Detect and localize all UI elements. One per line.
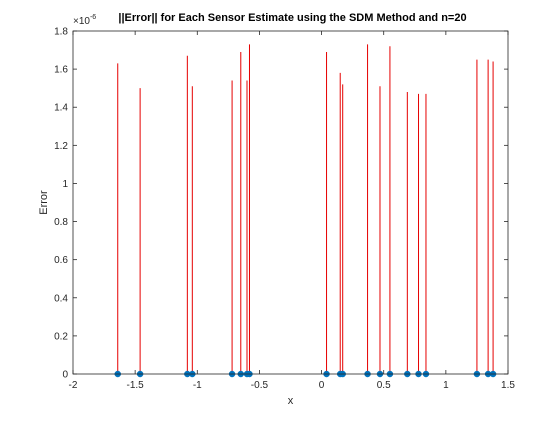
- y-tick-label: 0.6: [54, 255, 68, 266]
- chart-title: ||Error|| for Each Sensor Estimate using…: [118, 12, 466, 24]
- plot-area: [73, 31, 508, 374]
- y-tick-label: 1.8: [54, 27, 68, 38]
- stems-group: [117, 44, 494, 374]
- axes-group: [72, 30, 509, 375]
- y-tick-label: 0.8: [54, 217, 68, 228]
- x-tick-label: 1: [443, 380, 449, 391]
- y-tick-label: 1.6: [54, 65, 68, 76]
- x-tick-label: 0: [319, 380, 325, 391]
- y-tick-label: 0.2: [54, 331, 68, 342]
- x-axis-label: x: [288, 395, 294, 407]
- y-exponent-power: -6: [90, 14, 96, 21]
- x-tick-label: -2: [69, 380, 78, 391]
- y-tick-label: 1: [62, 179, 68, 190]
- y-tick-label: 1.4: [54, 103, 68, 114]
- x-tick-label: 1.5: [501, 380, 515, 391]
- x-tick-label: -0.5: [251, 380, 269, 391]
- y-tick-label: 0: [62, 370, 68, 381]
- y-exponent-label: ×10-6: [73, 14, 96, 27]
- y-tick-label: 1.2: [54, 141, 68, 152]
- y-tick-label: 0.4: [54, 293, 68, 304]
- x-tick-label: -1.5: [127, 380, 145, 391]
- x-tick-label: 0.5: [377, 380, 391, 391]
- y-axis-label: Error: [38, 190, 50, 215]
- x-tick-label: -1: [193, 380, 202, 391]
- markers-group: [114, 370, 497, 378]
- axes-box: [72, 30, 509, 375]
